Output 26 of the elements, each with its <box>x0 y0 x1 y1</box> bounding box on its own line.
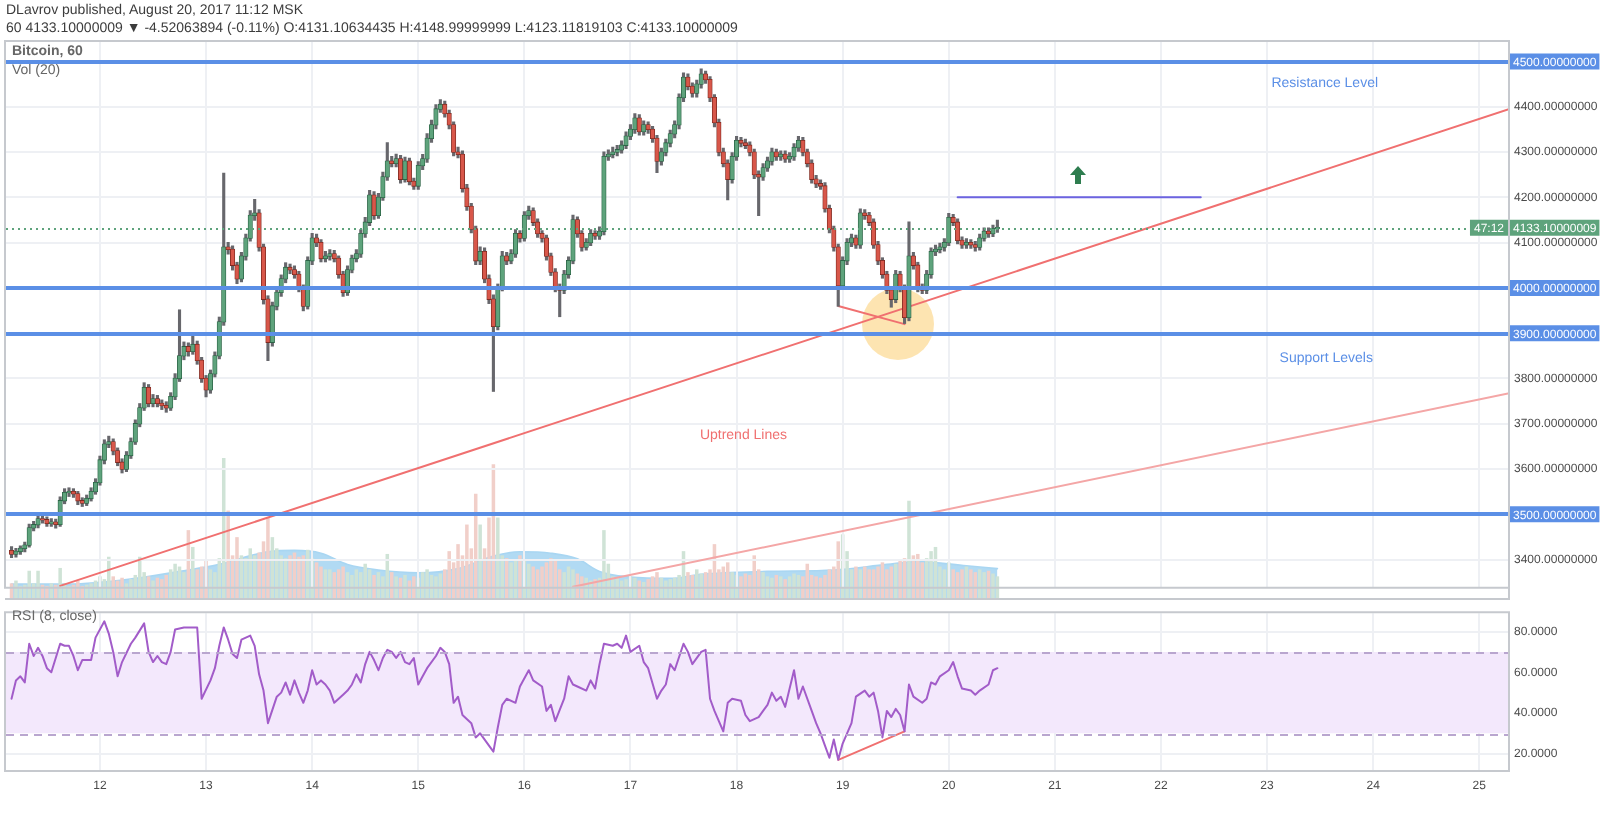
candlestick <box>632 113 638 134</box>
candlestick <box>968 239 974 249</box>
candlestick <box>791 143 797 161</box>
candlestick <box>402 156 408 183</box>
candlestick <box>26 523 32 548</box>
candlestick <box>44 516 50 527</box>
candlestick <box>592 230 598 240</box>
candlestick <box>663 138 669 157</box>
candlestick <box>623 131 629 150</box>
candlestick <box>667 129 673 148</box>
candlestick <box>415 161 421 190</box>
candlestick <box>782 150 788 163</box>
candlestick <box>614 145 620 157</box>
candlestick <box>66 487 72 497</box>
candlestick <box>698 68 704 89</box>
candlestick <box>35 515 41 529</box>
candlestick <box>371 191 377 220</box>
candlestick <box>318 239 324 263</box>
candlestick <box>287 263 293 275</box>
candlestick <box>75 491 81 506</box>
candlestick <box>159 399 165 410</box>
candlestick <box>778 150 784 161</box>
candlestick <box>937 242 943 254</box>
candlestick <box>769 147 775 166</box>
candlestick <box>610 146 616 159</box>
candlestick <box>327 249 333 261</box>
